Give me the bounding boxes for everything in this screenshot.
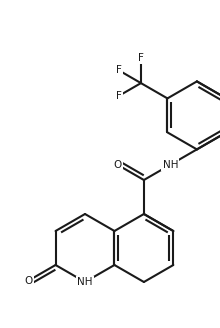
Text: O: O [113,160,121,170]
Text: NH: NH [77,277,93,287]
Text: O: O [24,276,33,286]
Text: F: F [116,91,122,101]
Text: NH: NH [163,160,178,170]
Text: F: F [116,65,122,75]
Text: F: F [138,52,144,63]
